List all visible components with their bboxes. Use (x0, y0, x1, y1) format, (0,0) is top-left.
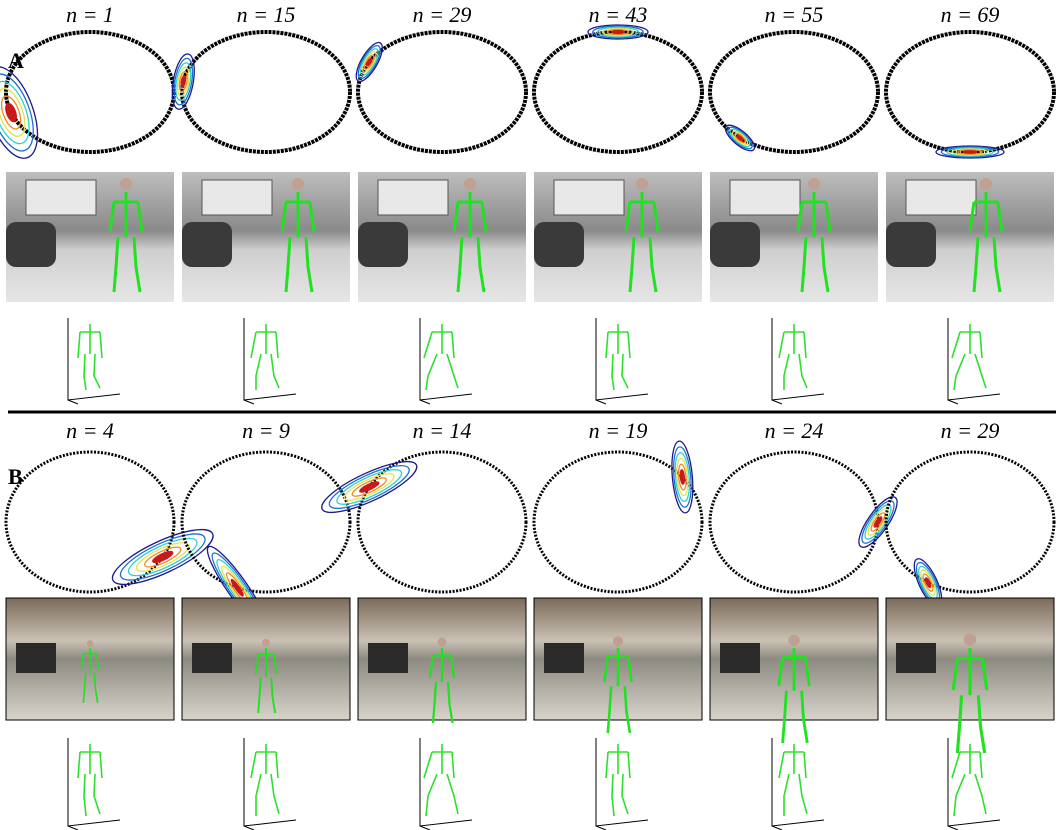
window (906, 180, 976, 215)
window (202, 180, 272, 215)
frame-title: n = 55 (765, 2, 824, 27)
frame-title: n = 14 (413, 418, 472, 443)
axes (772, 318, 824, 404)
head (438, 638, 447, 647)
head (292, 178, 304, 190)
frame-title: n = 19 (589, 418, 648, 443)
car (6, 222, 56, 267)
density-contours (316, 452, 422, 521)
head (788, 635, 799, 646)
skeleton-3d (606, 324, 630, 390)
skeleton-3d (78, 744, 102, 816)
head (808, 178, 820, 190)
density-contours (936, 146, 1004, 158)
car (886, 222, 936, 267)
frame-title: n = 24 (765, 418, 824, 443)
panel-label: B (8, 464, 23, 489)
contour (680, 470, 685, 485)
head (613, 636, 623, 646)
figure: An = 1n = 15n = 29n = 43n = 55n = 69Bn =… (0, 0, 1058, 830)
head (120, 178, 132, 190)
manifold-ring (6, 32, 174, 152)
wall (896, 643, 936, 673)
wall (720, 643, 760, 673)
manifold-ring (358, 32, 526, 152)
head (980, 178, 992, 190)
density-contours (106, 519, 219, 594)
frame-title: n = 29 (941, 418, 1000, 443)
manifold-ring (534, 32, 702, 152)
frame-title: n = 43 (589, 2, 648, 27)
wall (16, 643, 56, 673)
head (964, 633, 977, 646)
window (730, 180, 800, 215)
car (710, 222, 760, 267)
window (378, 180, 448, 215)
frame-title: n = 29 (413, 2, 472, 27)
density-contours (0, 60, 48, 165)
manifold-ring (886, 32, 1054, 152)
frame-title: n = 69 (941, 2, 1000, 27)
manifold-ring (358, 452, 526, 592)
contour (963, 151, 977, 153)
window (26, 180, 96, 215)
density-contours (722, 121, 759, 155)
skeleton-3d (251, 744, 279, 816)
density-contours (853, 492, 904, 553)
frame-title: n = 4 (66, 418, 114, 443)
wall (192, 643, 232, 673)
wall (368, 643, 408, 673)
skeleton-3d (424, 324, 458, 390)
car (534, 222, 584, 267)
skeleton-3d (779, 324, 807, 390)
skeleton-3d (952, 744, 986, 816)
skeleton-3d (424, 744, 458, 816)
skeleton-3d (952, 324, 986, 390)
skeleton-3d (78, 324, 102, 390)
axes (420, 318, 472, 404)
manifold-ring (886, 452, 1054, 592)
frame-title: n = 9 (242, 418, 290, 443)
head (262, 639, 270, 647)
car (358, 222, 408, 267)
head (87, 640, 94, 647)
axes (244, 318, 296, 404)
axes (948, 318, 1000, 404)
density-contours (669, 440, 695, 513)
skeleton-3d (251, 324, 279, 390)
density-contours (351, 39, 387, 85)
manifold-ring (182, 452, 350, 592)
manifold-ring (710, 452, 878, 592)
skeleton-3d (779, 744, 807, 816)
skeleton-3d (606, 744, 630, 816)
contour (612, 31, 624, 34)
window (554, 180, 624, 215)
density-contours (588, 25, 648, 39)
car (182, 222, 232, 267)
wall (544, 643, 584, 673)
head (636, 178, 648, 190)
manifold-ring (182, 32, 350, 152)
frame-title: n = 15 (237, 2, 296, 27)
head (464, 178, 476, 190)
frame-title: n = 1 (66, 2, 114, 27)
